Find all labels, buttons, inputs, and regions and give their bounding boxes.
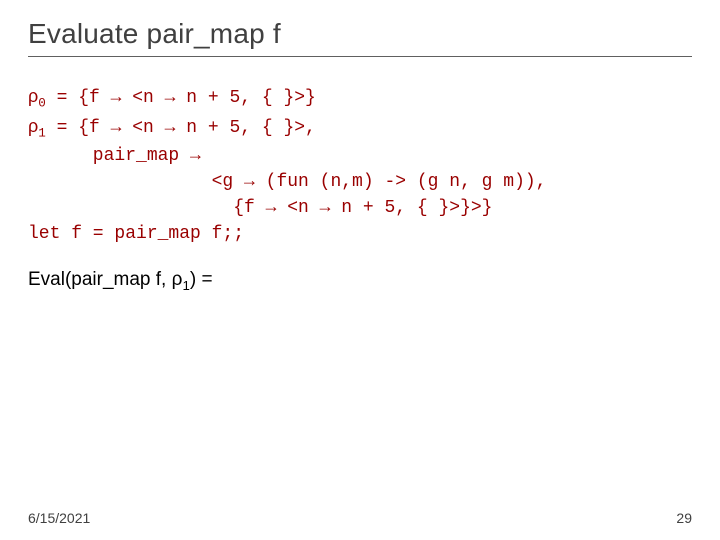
eval-suffix: ) = [190,269,213,290]
footer-page: 29 [676,510,692,526]
eval-sub: 1 [182,278,189,293]
slide-root: Evaluate pair_map f ρ0 = {f → <n → n + 5… [0,0,720,540]
footer-date: 6/15/2021 [28,510,90,526]
footer: 6/15/2021 29 [28,510,692,526]
code-block: ρ0 = {f → <n → n + 5, { }>} ρ1 = {f → <n… [28,83,692,247]
rho-symbol: ρ [172,269,183,290]
eval-prefix: Eval(pair_map f, [28,269,172,290]
code-line-1: = {f → <n → n + 5, { }>} [46,88,316,108]
rho1-sub: 1 [38,126,46,140]
code-line-2: = {f → <n → n + 5, { }>, [46,118,316,138]
title-underline [28,56,692,57]
code-line-4: <g → (fun (n,m) -> (g n, g m)), [28,172,546,192]
eval-line: Eval(pair_map f, ρ1) = [28,269,692,293]
slide-title: Evaluate pair_map f [28,18,692,56]
rho-symbol: ρ [28,116,38,136]
rho0-sub: 0 [38,97,46,111]
code-line-5: {f → <n → n + 5, { }>}>} [28,198,492,218]
code-line-6: let f = pair_map f;; [28,224,244,244]
rho-symbol: ρ [28,86,38,106]
code-line-3: pair_map → [28,146,201,166]
